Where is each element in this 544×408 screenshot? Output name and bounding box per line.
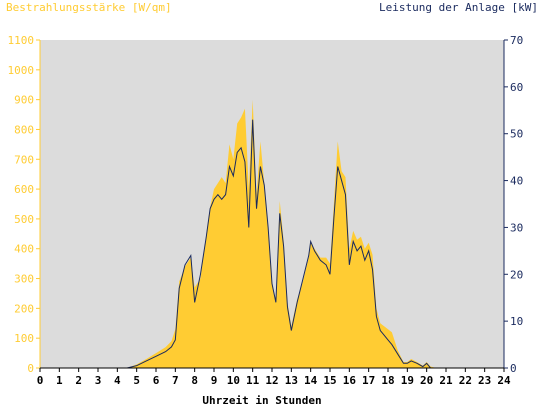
x-tick-label: 1 bbox=[56, 374, 63, 387]
x-axis-ticks: 0 1 2 3 4 5 6 7 8 9 10 11 12 13 14 15 16 17 18 19 20 21 22 23 24 bbox=[37, 368, 511, 387]
left-tick-label: 100 bbox=[14, 332, 34, 345]
power-line bbox=[40, 119, 504, 369]
left-tick-label: 400 bbox=[14, 243, 34, 256]
right-tick-label: 30 bbox=[510, 221, 523, 234]
x-axis-title: Uhrzeit in Stunden bbox=[202, 394, 321, 407]
right-axis-title: Leistung der Anlage [kW] bbox=[379, 1, 538, 14]
x-tick-label: 10 bbox=[227, 374, 240, 387]
x-tick-label: 15 bbox=[323, 374, 336, 387]
right-tick-label: 50 bbox=[510, 128, 523, 141]
x-tick-label: 22 bbox=[459, 374, 472, 387]
x-tick-label: 20 bbox=[420, 374, 433, 387]
x-tick-label: 12 bbox=[265, 374, 278, 387]
x-tick-label: 11 bbox=[246, 374, 260, 387]
left-axis-ticks: 0 100 200 300 400 500 600 700 800 900 1000 1100 bbox=[8, 34, 40, 375]
x-tick-label: 0 bbox=[37, 374, 44, 387]
left-tick-label: 500 bbox=[14, 213, 34, 226]
x-tick-label: 9 bbox=[211, 374, 218, 387]
x-tick-label: 2 bbox=[75, 374, 82, 387]
x-tick-label: 7 bbox=[172, 374, 179, 387]
x-tick-label: 18 bbox=[381, 374, 394, 387]
left-tick-label: 1000 bbox=[8, 64, 35, 77]
left-tick-label: 900 bbox=[14, 94, 34, 107]
x-tick-label: 6 bbox=[153, 374, 160, 387]
x-tick-label: 14 bbox=[304, 374, 318, 387]
x-tick-label: 8 bbox=[191, 374, 198, 387]
right-tick-label: 0 bbox=[510, 362, 517, 375]
left-tick-label: 1100 bbox=[8, 34, 35, 47]
left-axis-title: Bestrahlungsstärke [W/qm] bbox=[6, 1, 172, 14]
right-tick-label: 70 bbox=[510, 34, 523, 47]
x-tick-label: 4 bbox=[114, 374, 121, 387]
x-tick-label: 17 bbox=[362, 374, 375, 387]
left-tick-label: 800 bbox=[14, 123, 34, 136]
left-tick-label: 600 bbox=[14, 183, 34, 196]
right-tick-label: 60 bbox=[510, 81, 523, 94]
left-tick-label: 0 bbox=[27, 362, 34, 375]
left-tick-label: 300 bbox=[14, 273, 34, 286]
x-tick-label: 3 bbox=[95, 374, 102, 387]
x-tick-label: 23 bbox=[478, 374, 491, 387]
x-tick-label: 16 bbox=[343, 374, 357, 387]
left-tick-label: 700 bbox=[14, 153, 34, 166]
right-axis-ticks: 0 10 20 30 40 50 60 70 bbox=[504, 34, 523, 375]
x-tick-label: 5 bbox=[133, 374, 140, 387]
right-tick-label: 20 bbox=[510, 268, 523, 281]
irradiance-area bbox=[40, 99, 504, 368]
x-tick-label: 19 bbox=[401, 374, 414, 387]
x-tick-label: 24 bbox=[497, 374, 511, 387]
right-tick-label: 10 bbox=[510, 315, 523, 328]
left-tick-label: 200 bbox=[14, 302, 34, 315]
x-tick-label: 13 bbox=[285, 374, 298, 387]
right-tick-label: 40 bbox=[510, 175, 523, 188]
x-tick-label: 21 bbox=[439, 374, 453, 387]
